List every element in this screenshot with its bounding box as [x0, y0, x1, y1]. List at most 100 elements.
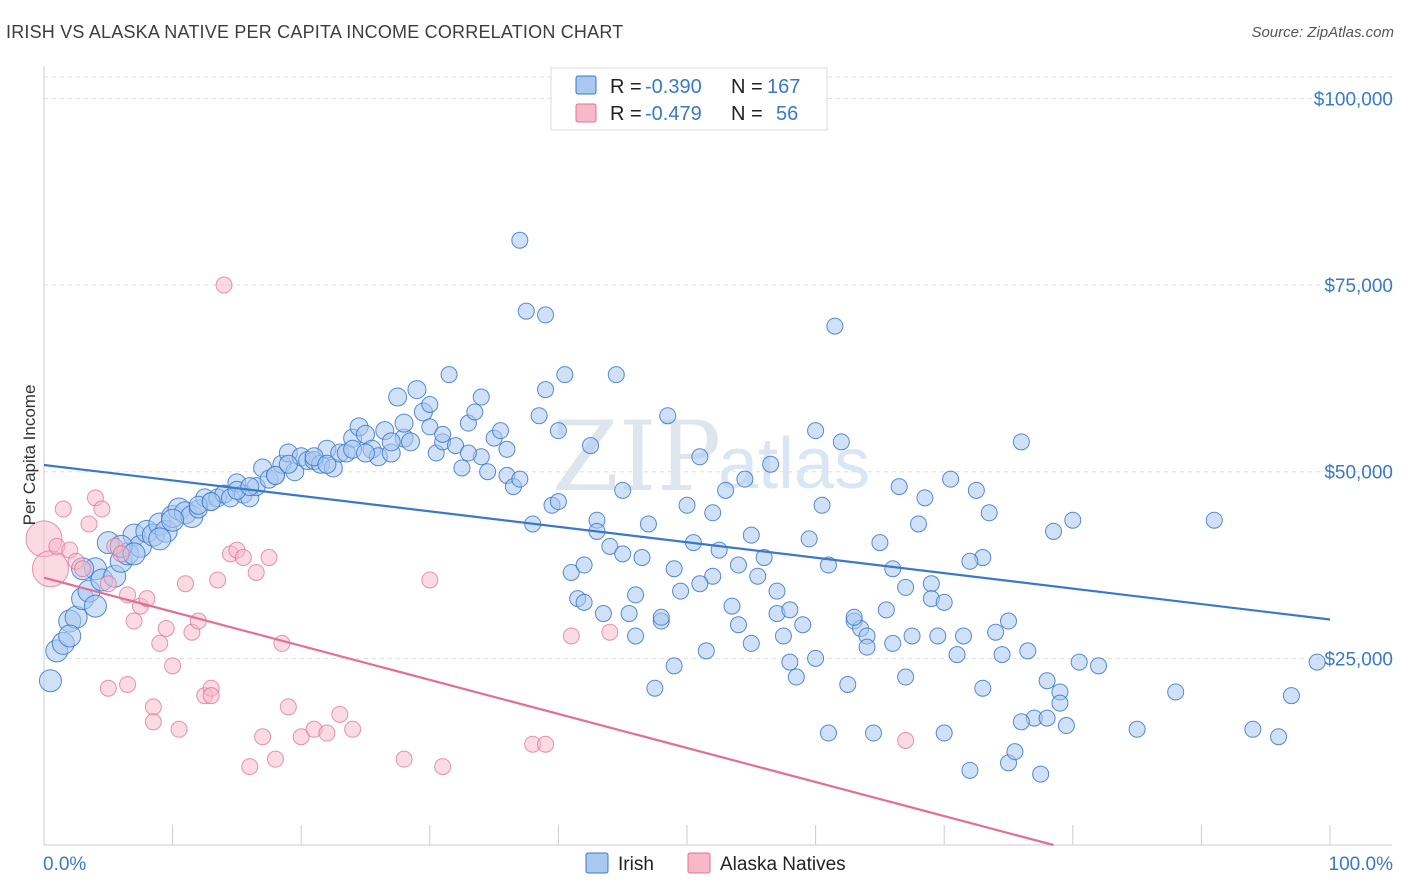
alaska-point — [395, 750, 413, 768]
irish-point — [401, 432, 421, 452]
irish-point — [697, 642, 715, 660]
alaska-trend-line — [43, 576, 1054, 847]
irish-point — [1128, 720, 1146, 738]
irish-point — [1244, 720, 1262, 738]
irish-point — [935, 724, 953, 742]
irish-point — [1038, 672, 1056, 690]
irish-point — [83, 594, 107, 618]
irish-point — [607, 366, 625, 384]
irish-point — [1282, 687, 1300, 705]
y-tick-labels: $25,000 $50,000 $75,000 $100,000 — [1314, 89, 1393, 670]
irish-point — [942, 470, 960, 488]
alaska-point — [209, 571, 227, 589]
alaska-point — [202, 687, 220, 705]
irish-point — [421, 418, 439, 436]
irish-point — [58, 624, 82, 648]
legend-r-alaska: -0.479 — [645, 103, 702, 125]
irish-point — [845, 608, 863, 626]
irish-point — [453, 459, 471, 477]
irish-point — [556, 366, 574, 384]
irish-point — [498, 440, 516, 458]
irish-point — [582, 437, 600, 455]
alaska-point — [99, 575, 117, 593]
irish-point — [517, 302, 535, 320]
irish-point — [356, 443, 375, 463]
irish-point — [909, 515, 927, 533]
irish-point — [665, 560, 683, 578]
legend-n-label: N = — [731, 76, 763, 98]
alaska-point — [292, 728, 310, 746]
alaska-point — [601, 623, 619, 641]
irish-point — [240, 477, 260, 497]
irish-point — [736, 470, 754, 488]
irish-point — [472, 388, 490, 406]
irish-point — [832, 433, 850, 451]
irish-point — [691, 448, 709, 466]
irish-point — [781, 601, 799, 619]
alaska-point — [273, 634, 291, 652]
irish-point — [627, 627, 645, 645]
irish-point — [440, 366, 458, 384]
irish-point — [800, 530, 818, 548]
irish-point — [993, 646, 1011, 664]
alaska-point — [93, 500, 111, 518]
irish-point — [466, 403, 484, 421]
irish-point — [819, 556, 837, 574]
irish-point — [537, 306, 555, 324]
irish-point — [1167, 683, 1185, 701]
alaska-point — [125, 612, 143, 630]
legend-label-irish: Irish — [618, 854, 654, 875]
irish-point — [742, 526, 760, 544]
irish-point — [459, 444, 477, 462]
irish-point — [511, 470, 529, 488]
alaska-point — [434, 758, 452, 776]
irish-point — [781, 653, 799, 671]
legend-label-alaska: Alaska Natives — [720, 854, 846, 875]
irish-point — [594, 605, 612, 623]
irish-point — [787, 668, 805, 686]
irish-point — [1057, 717, 1075, 735]
legend-swatch-alaska — [575, 103, 597, 123]
alaska-point — [247, 563, 265, 581]
alaska-point — [344, 720, 362, 738]
source-label: Source: ZipAtlas.com — [1251, 24, 1394, 41]
irish-point — [749, 567, 767, 585]
irish-point — [755, 549, 773, 567]
alaska-point — [215, 276, 233, 294]
trend-lines — [43, 463, 1331, 847]
irish-point — [717, 481, 735, 499]
irish-point — [729, 556, 747, 574]
irish-point — [729, 616, 747, 634]
irish-point — [974, 679, 992, 697]
legend-n-irish: 167 — [767, 76, 800, 98]
legend-swatch-irish — [585, 852, 609, 874]
irish-point — [1038, 709, 1056, 727]
irish-point — [871, 534, 889, 552]
legend-swatch-irish — [575, 75, 597, 95]
irish-point — [826, 317, 844, 335]
irish-point — [1032, 765, 1050, 783]
irish-point — [897, 578, 915, 596]
irish-point — [704, 504, 722, 522]
irish-point — [935, 593, 953, 611]
irish-point — [1308, 653, 1326, 671]
alaska-point — [897, 731, 915, 749]
alaska-point — [537, 735, 555, 753]
legend-r-label: R = — [610, 76, 642, 98]
legend-swatch-alaska — [687, 852, 711, 874]
alaska-point — [260, 549, 278, 567]
y-tick-label: $25,000 — [1324, 649, 1393, 670]
irish-point — [864, 724, 882, 742]
irish-point — [768, 582, 786, 600]
irish-point — [897, 668, 915, 686]
alaska-point — [164, 657, 182, 675]
irish-point — [807, 649, 825, 667]
axes — [43, 66, 1392, 846]
irish-point — [549, 493, 567, 511]
irish-point — [278, 454, 298, 474]
alaska-point — [279, 698, 297, 716]
irish-point — [987, 623, 1005, 641]
alaska-point — [331, 705, 349, 723]
irish-point — [922, 575, 940, 593]
alaska-point — [266, 750, 284, 768]
